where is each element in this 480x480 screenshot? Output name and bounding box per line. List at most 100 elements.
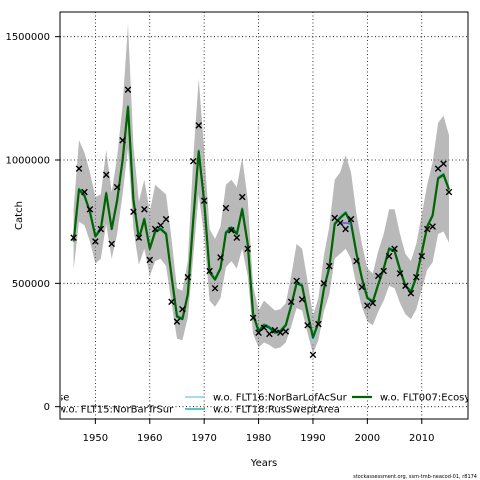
observed-point	[233, 234, 241, 241]
legend-label: w.o. FLT007:Ecosystem	[380, 393, 480, 404]
observed-point	[402, 282, 409, 290]
observed-point	[440, 160, 447, 167]
plot-frame	[59, 11, 469, 420]
observed-point	[374, 272, 382, 280]
observed-point	[413, 273, 420, 281]
observed-point	[434, 165, 442, 172]
observed-point	[304, 321, 311, 329]
observed-point	[97, 225, 105, 233]
observed-point	[81, 188, 88, 196]
legend-swatch	[30, 393, 50, 401]
observed-point	[423, 225, 431, 233]
x-tick-label: 2000	[355, 433, 380, 444]
observed-point	[168, 298, 175, 306]
x-axis-title: Years	[250, 458, 277, 469]
observed-point	[429, 223, 436, 230]
observed-point	[70, 234, 77, 241]
observed-point	[228, 227, 235, 234]
observed-point	[162, 215, 170, 223]
observed-point	[260, 324, 268, 332]
y-axis-ticks: 0 500000 1000000 1500000	[5, 32, 60, 413]
footer-credit: stockassessment.org, ssm-tmb-neacod-01, …	[353, 474, 477, 480]
observed-points	[70, 86, 453, 359]
observed-point	[244, 245, 251, 253]
grid-lines	[60, 12, 468, 419]
observed-point	[124, 86, 132, 93]
legend-label: w.o. FLT16:NorBarLofAcSur	[213, 393, 348, 404]
observed-point	[195, 122, 203, 129]
observed-point	[364, 302, 371, 309]
observed-point	[249, 314, 257, 322]
observed-point	[92, 238, 99, 245]
observed-point	[238, 193, 246, 201]
observed-point	[325, 262, 333, 270]
observed-point	[298, 296, 306, 303]
se-band-area	[73, 24, 449, 354]
observed-point	[293, 277, 300, 285]
observed-point	[331, 214, 339, 222]
x-axis-ticks: 1950 1960 1970 1980 1990 2000 2010	[83, 419, 434, 444]
observed-point	[418, 252, 426, 260]
observed-point	[173, 318, 181, 325]
y-tick-label: 1000000	[5, 156, 50, 167]
y-tick-label: 500000	[12, 279, 50, 290]
y-axis-title: Catch	[14, 201, 25, 230]
observed-point	[157, 222, 164, 229]
legend-label: w.o. FLT15:NorBarTrSur	[58, 405, 174, 416]
observed-point	[271, 326, 279, 334]
legend-label: w.o. FLT18:RusSweptArea	[213, 405, 340, 416]
observed-point	[184, 273, 192, 281]
observed-point	[266, 330, 273, 338]
legend: sew.o. FLT15:NorBarTrSur w.o. FLT16:NorBa…	[30, 393, 480, 416]
observed-point	[336, 219, 344, 227]
x-tick-label: 1960	[137, 433, 162, 444]
observed-point	[445, 188, 453, 196]
observed-point	[151, 225, 159, 233]
observed-point	[108, 240, 115, 248]
legend-entries: sew.o. FLT15:NorBarTrSur w.o. FLT16:NorBa…	[30, 393, 480, 416]
observed-point	[135, 234, 143, 241]
observed-point	[189, 157, 197, 165]
x-tick-label: 2010	[409, 433, 434, 444]
observed-point	[282, 328, 290, 335]
observed-point	[353, 257, 360, 265]
observed-point	[255, 329, 262, 336]
x-tick-label: 1950	[83, 433, 108, 444]
x-tick-label: 1970	[191, 433, 216, 444]
observed-point	[222, 204, 230, 212]
observed-point	[407, 289, 415, 297]
observed-point	[380, 267, 387, 275]
se-band	[73, 24, 449, 354]
observed-point	[277, 329, 284, 336]
observed-point	[211, 284, 219, 292]
observed-point	[315, 320, 322, 328]
observed-point	[320, 280, 328, 287]
observed-point	[102, 171, 110, 179]
observed-point	[200, 197, 208, 204]
observed-point	[347, 215, 355, 223]
observed-point	[113, 183, 121, 191]
observed-point	[358, 283, 366, 291]
x-tick-label: 1990	[300, 433, 325, 444]
observed-point	[206, 267, 213, 275]
observed-point	[75, 165, 83, 172]
observed-point	[179, 305, 186, 313]
observed-point	[369, 299, 377, 307]
observed-point	[396, 270, 404, 277]
x-tick-label: 1980	[246, 433, 271, 444]
observed-point	[130, 208, 137, 216]
observed-point	[309, 351, 317, 359]
observed-point	[146, 256, 154, 264]
y-tick-label: 1500000	[5, 32, 50, 43]
observed-point	[217, 254, 224, 261]
observed-point	[119, 136, 126, 144]
legend-label: se	[58, 393, 69, 404]
observed-point	[391, 245, 398, 253]
observed-point	[287, 298, 295, 306]
observed-point	[342, 225, 349, 233]
observed-point	[385, 252, 393, 260]
observed-point	[141, 206, 148, 213]
observed-point	[86, 206, 94, 213]
y-tick-label: 0	[44, 402, 50, 413]
